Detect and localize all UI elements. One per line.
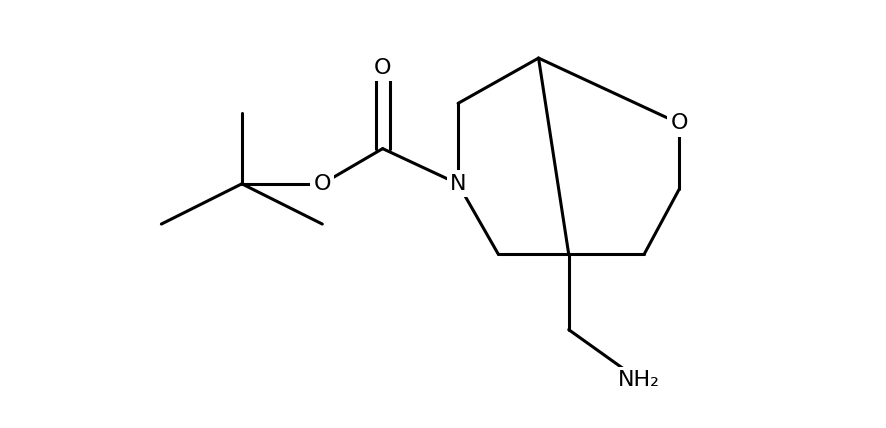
Text: N: N xyxy=(450,174,466,194)
Text: O: O xyxy=(314,174,331,194)
Text: O: O xyxy=(374,58,392,78)
Text: O: O xyxy=(671,113,688,134)
Text: NH₂: NH₂ xyxy=(618,370,660,390)
